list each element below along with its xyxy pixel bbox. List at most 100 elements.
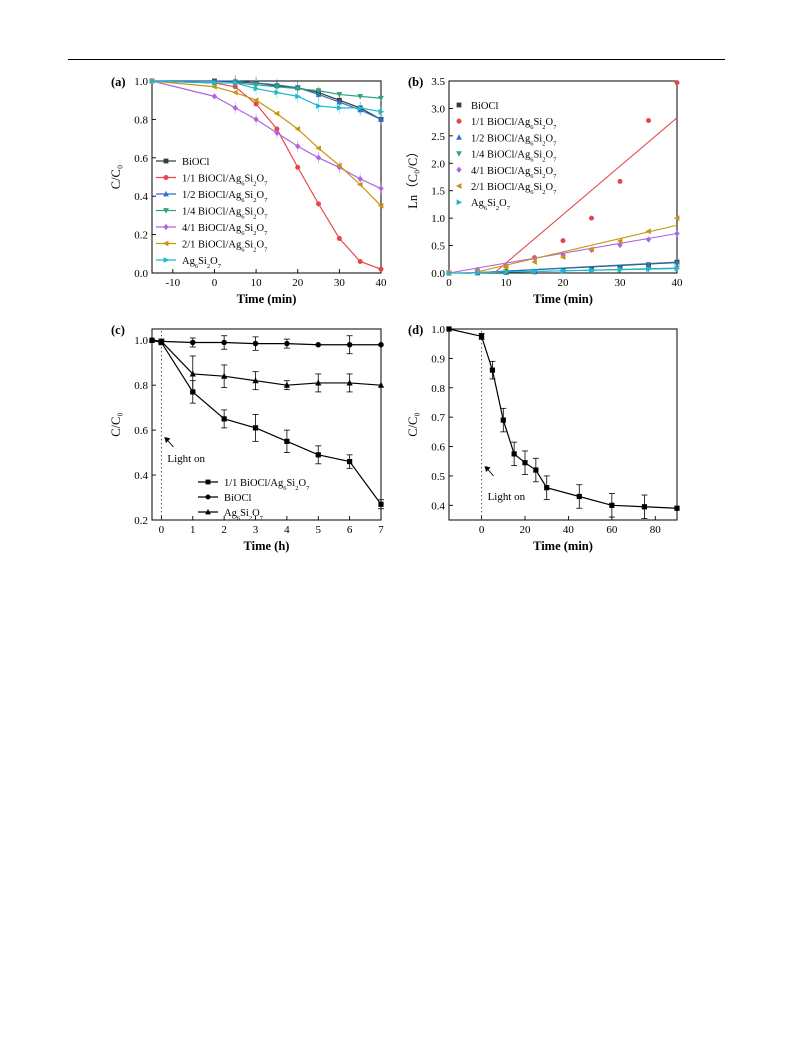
legend-label: 1/1 BiOCl/Ag6Si2O7 — [182, 174, 268, 188]
data-point — [532, 268, 538, 275]
data-point — [560, 238, 566, 244]
data-point — [294, 126, 301, 132]
y-tick-label: 0.4 — [134, 191, 148, 203]
legend-entry: 1/2 BiOCl/Ag6Si2O7 — [456, 133, 557, 147]
data-point — [544, 485, 550, 491]
x-tick-label: 0 — [446, 277, 452, 289]
data-point — [346, 379, 353, 386]
panel-label: (c) — [111, 323, 125, 337]
legend-label: BiOCl — [224, 493, 252, 504]
series-line — [151, 339, 382, 386]
x-tick-label: 7 — [378, 524, 384, 536]
data-point — [149, 78, 156, 84]
fit-line — [493, 117, 678, 274]
data-point — [522, 460, 528, 466]
x-tick-label: 3 — [253, 524, 259, 536]
light-on-arrowhead — [164, 437, 171, 443]
data-point — [253, 116, 259, 123]
y-axis-label: Ln（C₀/C） — [406, 145, 420, 208]
x-tick-label: 6 — [347, 524, 353, 536]
data-point — [378, 501, 384, 507]
data-point — [274, 89, 281, 96]
data-point — [511, 451, 517, 457]
data-point — [252, 377, 259, 384]
x-tick-label: 4 — [284, 524, 290, 536]
y-tick-label: 1.0 — [134, 76, 148, 88]
x-axis-label: Time (min) — [237, 292, 297, 306]
legend-marker — [163, 190, 169, 197]
series-line — [151, 80, 382, 190]
data-point — [576, 493, 582, 500]
legend-marker — [163, 208, 169, 214]
data-point — [645, 228, 651, 235]
data-point — [673, 215, 680, 222]
chart-panel-a: -10 0 10 20 30 40 0.0 0.2 0.4 0.6 0.8 1.0 Time (min)… — [109, 75, 387, 306]
data-point — [315, 154, 322, 161]
x-axis-label: Time (h) — [244, 539, 290, 553]
data-point — [221, 339, 227, 346]
legend-label: 4/1 BiOCl/Ag6Si2O7 — [182, 223, 268, 237]
y-tick-label: 3.0 — [431, 103, 445, 115]
data-point — [357, 93, 364, 100]
legend-marker — [163, 174, 169, 181]
data-point — [489, 367, 496, 373]
data-point — [617, 266, 624, 273]
legend-entry: 1/4 BiOCl/Ag6Si2O7 — [156, 207, 268, 220]
data-point — [378, 95, 384, 102]
legend-entry: Ag6Si2O7 — [456, 198, 511, 212]
data-point — [446, 270, 453, 276]
legend-entry: BiOCl — [456, 101, 499, 112]
data-point — [252, 425, 259, 431]
data-point — [347, 458, 353, 465]
y-tick-label: 0.2 — [134, 515, 148, 527]
y-tick-label: 0.7 — [431, 412, 445, 424]
y-tick-label: 0.5 — [431, 471, 445, 483]
data-point — [588, 246, 594, 253]
plot-frame — [151, 328, 382, 521]
chart-panel-b: 0 10 20 30 40 0.0 0.5 1.0 1.5 2.0 2.5 3.0 3.5 Time (m… — [406, 75, 683, 306]
legend-label: 1/2 BiOCl/Ag6Si2O7 — [471, 133, 557, 147]
legend-entry: 2/1 BiOCl/Ag6Si2O7 — [455, 182, 557, 196]
y-tick-label: 0.9 — [431, 353, 445, 365]
data-point — [502, 264, 509, 271]
data-point — [674, 80, 680, 86]
data-point — [232, 80, 239, 86]
data-point — [645, 236, 652, 243]
series-ag6si2o7 — [148, 336, 385, 393]
data-point — [295, 143, 301, 150]
series-line — [151, 339, 381, 346]
x-tick-label: 0 — [479, 524, 485, 536]
series-ag6si2o7 — [446, 265, 681, 276]
legend-marker — [162, 240, 169, 247]
light-on-label: Light on — [167, 453, 205, 465]
y-tick-label: 0.4 — [431, 500, 445, 512]
y-tick-label: 2.5 — [431, 131, 445, 143]
light-on-label: Light on — [488, 491, 526, 503]
data-point — [646, 266, 652, 273]
series-biocl — [149, 335, 384, 355]
legend-entry: 1/1 BiOCl/Ag6Si2O7 — [456, 117, 557, 131]
legend-label: 2/1 BiOCl/Ag6Si2O7 — [182, 240, 268, 254]
data-point — [674, 505, 680, 511]
light-on-arrowhead — [484, 466, 491, 472]
series-line — [152, 80, 382, 120]
data-point — [221, 372, 228, 379]
data-point — [252, 340, 259, 347]
legend-label: 4/1 BiOCl/Ag6Si2O7 — [471, 166, 557, 180]
data-point — [533, 467, 539, 473]
legend-label: Ag6Si2O7 — [182, 256, 222, 270]
x-tick-label: -10 — [165, 277, 180, 289]
x-tick-label: 80 — [650, 524, 662, 536]
series-2-1-biocl-ag6si2o7 — [445, 215, 680, 276]
legend-entry: 4/1 BiOCl/Ag6Si2O7 — [156, 223, 268, 237]
data-point — [315, 341, 321, 348]
data-point — [560, 251, 566, 259]
data-point — [357, 258, 363, 265]
legend-marker — [456, 151, 462, 157]
x-tick-label: 10 — [251, 277, 263, 289]
series-d — [446, 326, 680, 519]
legend-label: BiOCl — [182, 157, 210, 168]
x-tick-label: 1 — [190, 524, 196, 536]
data-point — [315, 91, 322, 97]
data-point — [641, 504, 648, 510]
